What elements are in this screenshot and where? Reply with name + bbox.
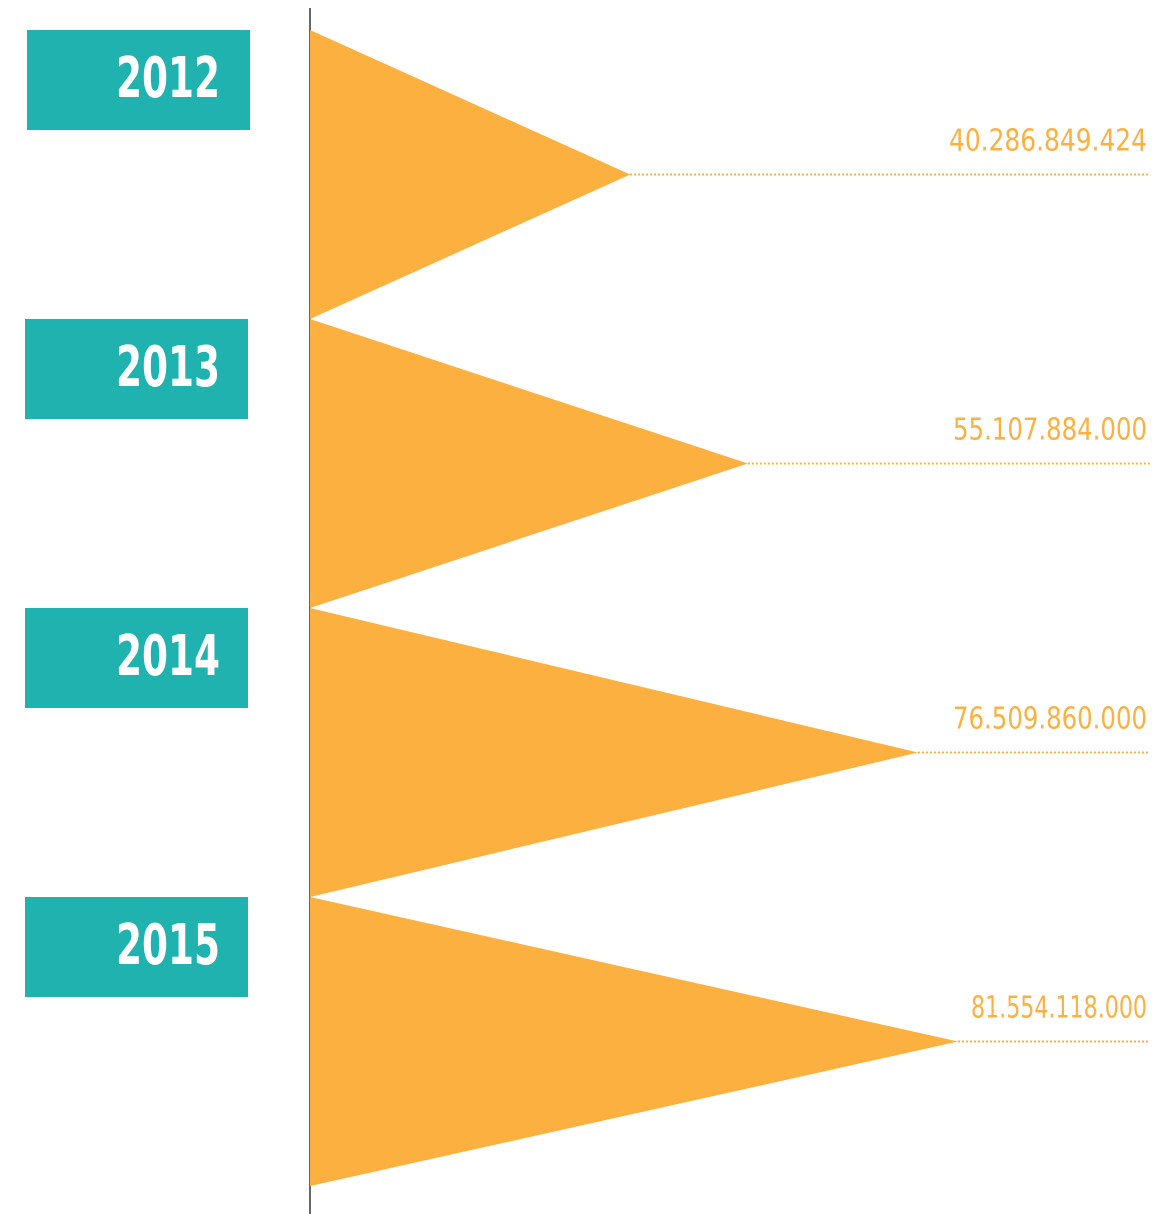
triangle-bar <box>310 897 958 1186</box>
year-box <box>25 608 248 708</box>
triangle-bar <box>310 319 748 608</box>
year-label: 2012 <box>116 46 220 111</box>
triangle-bar <box>310 30 631 319</box>
value-label: 76.509.860.000 <box>953 702 1147 737</box>
triangle-bar <box>310 608 918 897</box>
year-label: 2015 <box>116 913 220 978</box>
year-box <box>25 897 248 997</box>
value-label: 81.554.118.000 <box>971 991 1147 1026</box>
value-label: 55.107.884.000 <box>953 413 1147 448</box>
year-label: 2014 <box>116 624 220 689</box>
year-label: 2013 <box>116 335 220 400</box>
value-label: 40.286.849.424 <box>949 124 1147 159</box>
year-box <box>27 30 250 130</box>
year-box <box>25 319 248 419</box>
